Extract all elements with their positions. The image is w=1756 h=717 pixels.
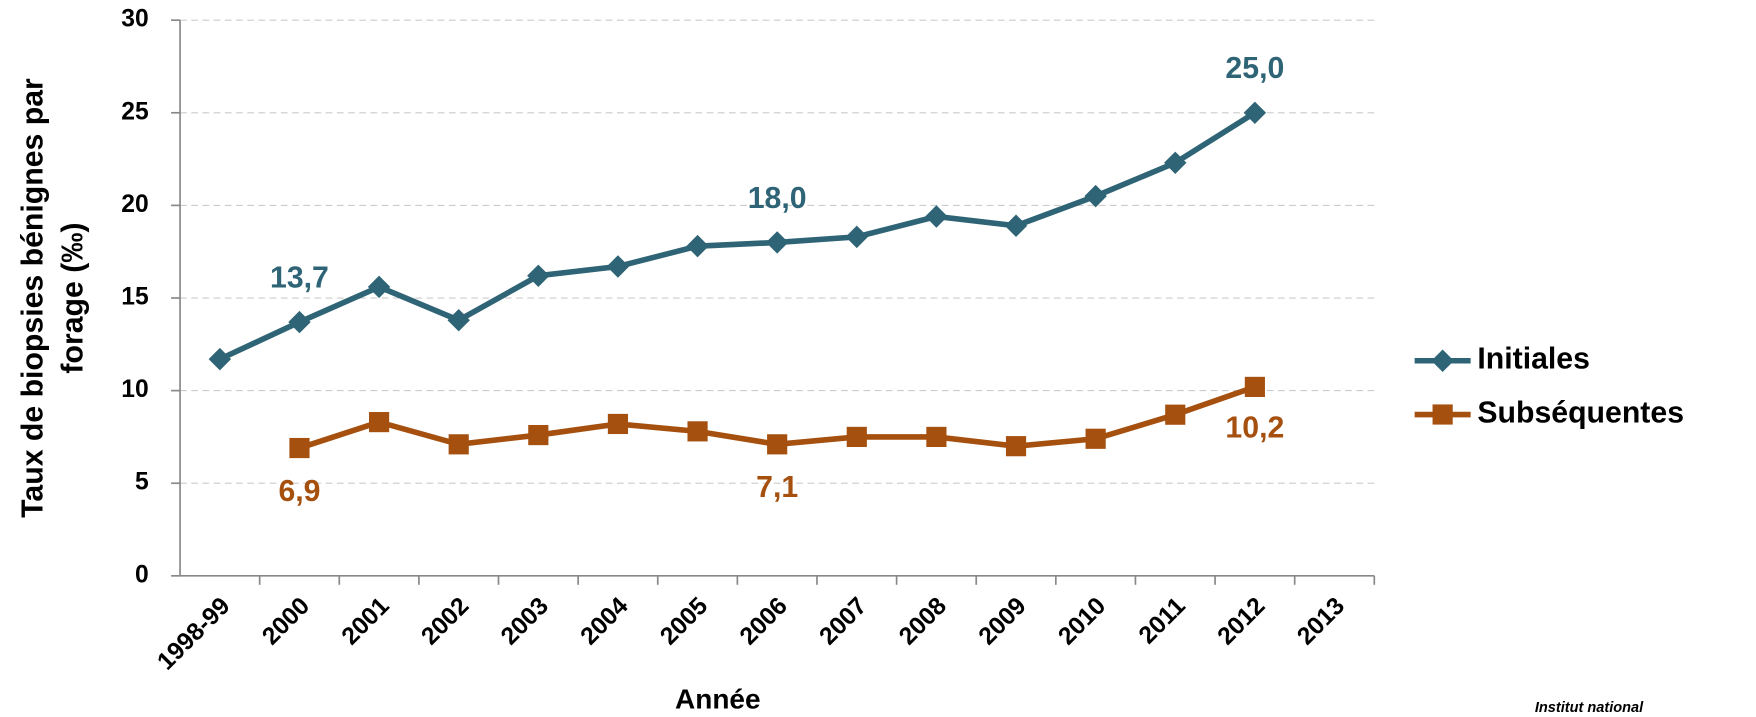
marker	[846, 426, 867, 448]
data-label: 10,2	[1225, 411, 1284, 444]
y-tick-label: 20	[121, 191, 148, 218]
marker	[1084, 184, 1107, 208]
footer: Institut national	[1535, 700, 1644, 716]
y-tick-label: 15	[121, 284, 149, 311]
marker	[1244, 376, 1265, 397]
x-tick-label: 2005	[655, 592, 713, 650]
marker	[1085, 428, 1106, 449]
marker	[448, 434, 469, 455]
x-tick-label: 2006	[735, 592, 793, 650]
y-tick-label: 0	[135, 561, 149, 588]
marker	[925, 205, 948, 228]
x-tick-label: 2008	[894, 592, 952, 650]
y-axis-label: Taux de biopsies bénignes par	[16, 78, 49, 518]
x-tick-label: 2004	[576, 592, 634, 650]
marker	[1243, 101, 1267, 124]
data-label: 18,0	[748, 182, 807, 215]
y-axis-label: forage (‰)	[57, 222, 90, 373]
marker	[765, 231, 789, 254]
series-line	[218, 110, 1257, 362]
marker	[289, 437, 310, 459]
marker	[1165, 404, 1186, 425]
x-tick-label: 2001	[337, 592, 395, 650]
marker	[926, 426, 947, 448]
marker	[687, 421, 708, 442]
y-tick-label: 5	[135, 469, 149, 496]
marker	[288, 310, 311, 334]
y-tick-label: 10	[121, 376, 148, 403]
data-label: 25,0	[1225, 52, 1284, 85]
x-axis-label: Année	[675, 684, 761, 715]
marker	[686, 234, 709, 258]
x-tick-label: 2003	[496, 592, 554, 650]
marker	[447, 309, 470, 332]
x-tick-label: 2007	[815, 592, 873, 650]
y-tick-label: 30	[121, 6, 148, 33]
marker	[369, 412, 390, 433]
marker	[767, 434, 788, 455]
marker	[528, 424, 549, 446]
marker	[1004, 214, 1028, 237]
x-tick-label: 2002	[416, 592, 474, 650]
marker	[208, 347, 232, 371]
legend-label: Subséquentes	[1477, 397, 1684, 430]
marker	[607, 413, 629, 435]
marker	[606, 255, 630, 278]
legend-label: Initiales	[1477, 343, 1590, 376]
x-tick-label: 2009	[974, 592, 1032, 650]
x-tick-label: 1998-99	[152, 592, 235, 675]
x-tick-label: 2011	[1134, 592, 1191, 649]
marker	[1164, 151, 1187, 174]
marker	[367, 275, 391, 299]
marker	[527, 264, 550, 287]
x-tick-label: 2010	[1053, 592, 1111, 650]
marker	[1431, 349, 1454, 372]
x-tick-label: 2013	[1292, 592, 1350, 650]
marker	[1432, 404, 1453, 425]
marker	[1005, 436, 1027, 457]
y-tick-label: 25	[121, 98, 149, 125]
marker	[845, 225, 868, 249]
data-label: 6,9	[278, 475, 320, 508]
data-label: 7,1	[756, 471, 798, 504]
x-tick-label: 2000	[257, 592, 315, 650]
x-tick-label: 2012	[1213, 592, 1271, 650]
data-label: 13,7	[270, 261, 329, 294]
